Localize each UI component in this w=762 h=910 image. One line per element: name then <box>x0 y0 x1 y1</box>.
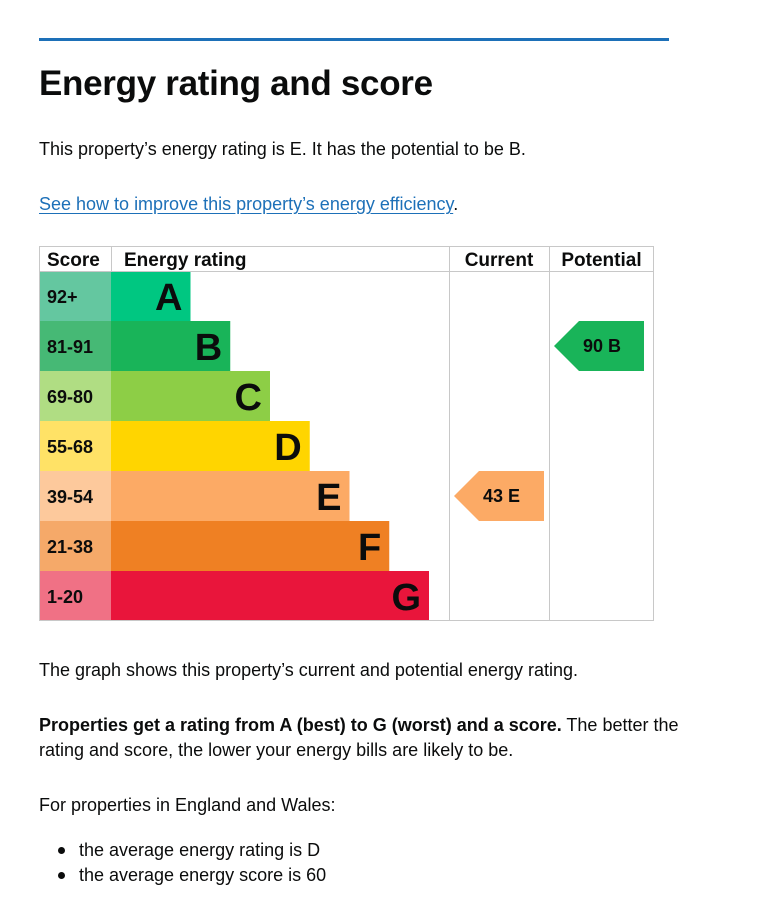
average-list: the average energy rating is D the avera… <box>39 838 326 888</box>
rating-letter-c: C <box>235 377 262 419</box>
rating-bar-e <box>111 471 350 521</box>
score-cell-b <box>39 321 111 371</box>
rating-letter-d: D <box>274 427 301 469</box>
score-label-a: 92+ <box>47 287 78 307</box>
rating-bar-d <box>111 421 310 471</box>
score-cell-c <box>39 371 111 421</box>
average-rating-item: the average energy rating is D <box>39 838 326 863</box>
current-arrow <box>454 471 544 521</box>
rating-letter-a: A <box>155 277 182 319</box>
rating-summary: This property’s energy rating is E. It h… <box>39 139 526 159</box>
rating-explanation-rest: The better the rating and score, the low… <box>39 715 679 760</box>
average-score-item: the average energy score is 60 <box>39 863 326 888</box>
header-current: Current <box>465 250 534 271</box>
link-suffix: . <box>453 194 459 214</box>
score-label-b: 81-91 <box>47 337 93 357</box>
score-cell-f <box>39 521 111 571</box>
score-label-c: 69-80 <box>47 387 93 407</box>
page-title: Energy rating and score <box>39 64 433 103</box>
energy-rating-chart: Score Energy rating Current Potential 92+ A 81… <box>39 246 654 621</box>
score-label-g: 1-20 <box>47 587 83 607</box>
rating-letter-e: E <box>316 477 341 519</box>
score-label-e: 39-54 <box>47 487 93 507</box>
rating-letter-g: G <box>391 577 421 619</box>
rating-letter-b: B <box>195 327 222 369</box>
rating-explanation: Properties get a rating from A (best) to… <box>39 713 679 763</box>
header-energy-rating: Energy rating <box>124 250 246 271</box>
potential-arrow <box>554 321 644 371</box>
rating-bar-g <box>111 571 429 621</box>
current-arrow-label: 43 E <box>483 486 520 506</box>
average-intro: For properties in England and Wales: <box>39 795 336 815</box>
score-cell-a <box>39 271 111 321</box>
rating-bar-b <box>111 321 231 371</box>
potential-arrow-label: 90 B <box>583 336 621 356</box>
score-label-f: 21-38 <box>47 537 93 557</box>
section-rule <box>39 38 669 41</box>
header-potential: Potential <box>561 250 641 271</box>
score-label-d: 55-68 <box>47 437 93 457</box>
rating-bar-f <box>111 521 390 571</box>
improve-efficiency-link[interactable]: See how to improve this property’s energ… <box>39 194 454 214</box>
header-score: Score <box>47 250 100 271</box>
rating-explanation-bold: Properties get a rating from A (best) to… <box>39 715 562 735</box>
chart-border <box>39 246 654 621</box>
rating-bar-c <box>111 371 270 421</box>
score-cell-d <box>39 421 111 471</box>
score-cell-g <box>39 571 111 621</box>
graph-explanation: The graph shows this property’s current … <box>39 660 578 680</box>
score-cell-e <box>39 471 111 521</box>
rating-letter-f: F <box>358 527 381 569</box>
improve-link-wrapper: See how to improve this property’s energ… <box>39 192 458 217</box>
rating-bar-a <box>111 271 191 321</box>
